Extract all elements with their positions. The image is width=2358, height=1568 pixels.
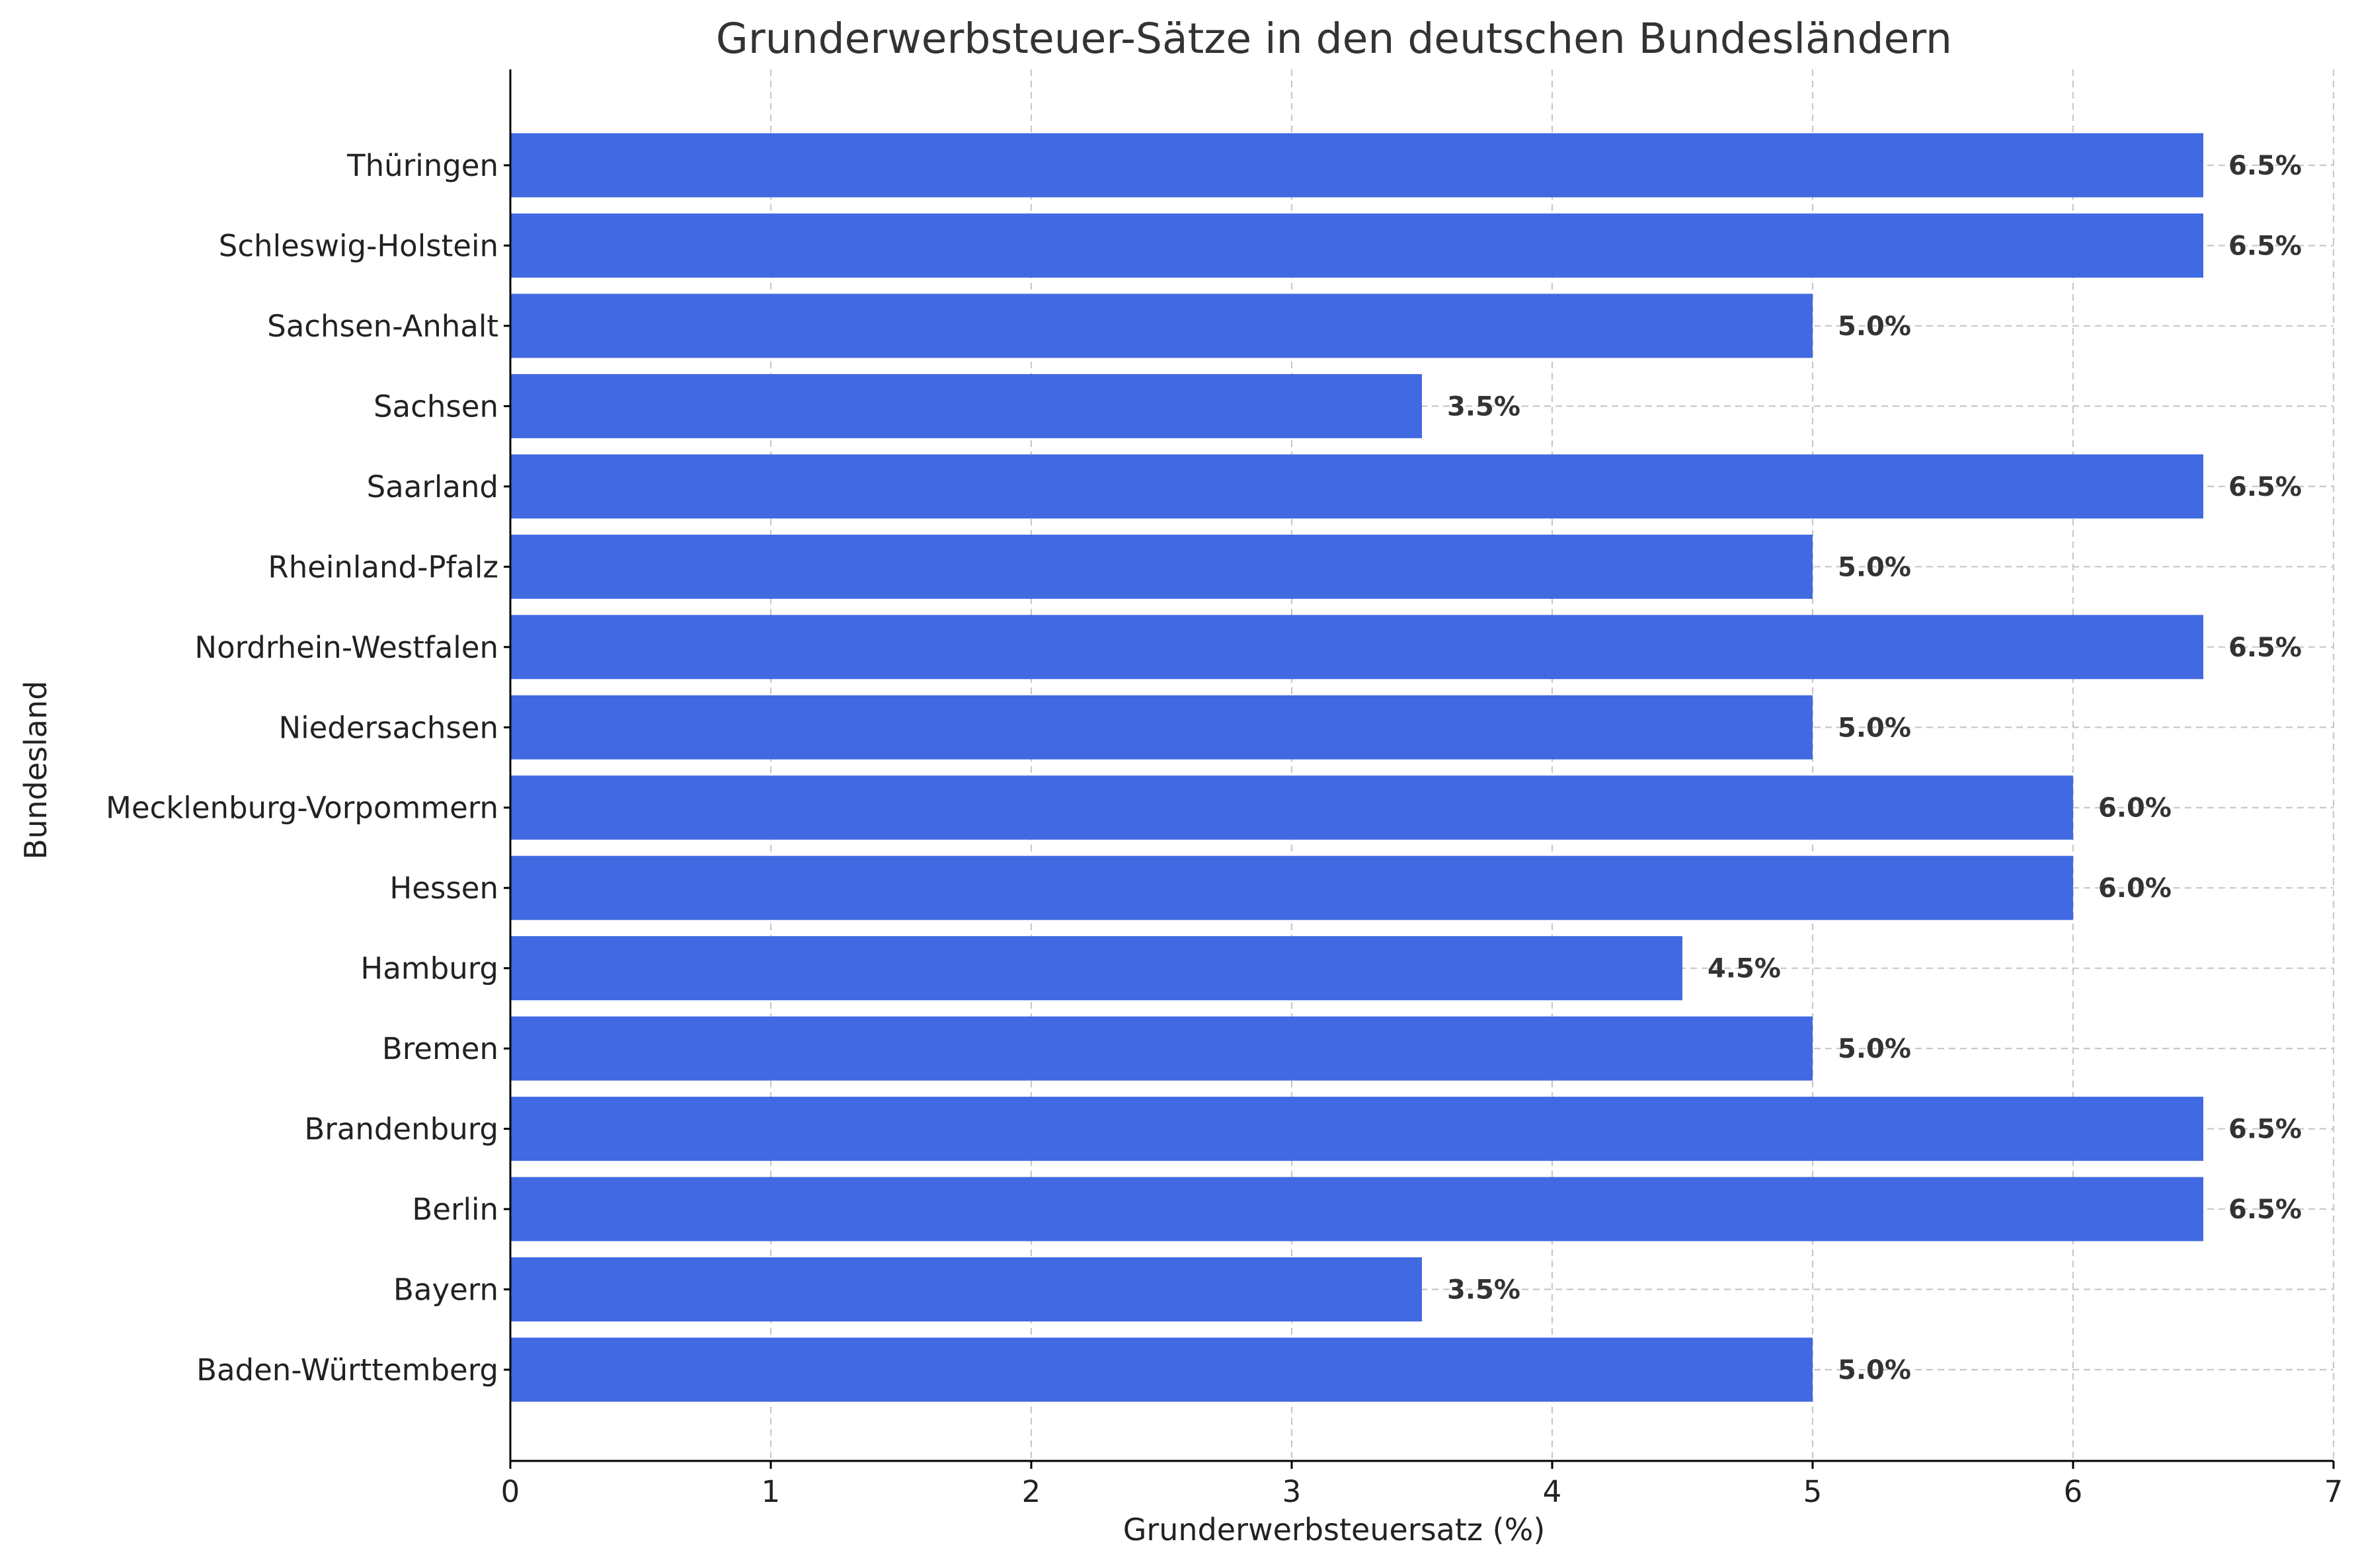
category-label: Thüringen	[346, 148, 498, 183]
bar	[510, 213, 2203, 278]
data-label: 6.5%	[2228, 633, 2302, 663]
data-label: 6.5%	[2228, 151, 2302, 181]
category-label: Sachsen-Anhalt	[267, 309, 498, 344]
bar	[510, 373, 1422, 438]
bar	[510, 1337, 1813, 1402]
category-label: Nordrhein-Westfalen	[194, 630, 498, 665]
category-label: Rheinland-Pfalz	[268, 549, 498, 584]
category-label: Schleswig-Holstein	[219, 228, 498, 263]
x-tick-label: 3	[1282, 1474, 1302, 1509]
bar	[510, 294, 1813, 358]
bar	[510, 133, 2203, 198]
data-labels: 5.0% 3.5% 6.5% 6.5% 5.0% 4.5% 6.0% 6.0% 5.0% 6.5%…	[1447, 151, 2302, 1386]
data-label: 5.0%	[1838, 552, 1911, 582]
x-tick-label: 7	[2324, 1474, 2343, 1509]
category-label: Bremen	[382, 1031, 498, 1066]
category-label: Baden-Württemberg	[196, 1352, 498, 1388]
data-label: 6.5%	[2228, 231, 2302, 261]
data-label: 6.5%	[2228, 1115, 2302, 1145]
bar	[510, 1097, 2203, 1161]
data-label: 6.0%	[2098, 873, 2172, 904]
category-label: Mecklenburg-Vorpommern	[106, 791, 498, 826]
x-tick-label: 5	[1803, 1474, 1823, 1509]
category-label: Berlin	[412, 1192, 498, 1227]
bar	[510, 775, 2073, 840]
bar	[510, 855, 2073, 920]
category-label: Brandenburg	[304, 1112, 498, 1147]
bar	[510, 1257, 1422, 1322]
x-tick-label: 0	[501, 1474, 520, 1509]
category-label: Niedersachsen	[278, 710, 498, 745]
y-axis-label: Bundesland	[18, 681, 54, 860]
grid-lines	[504, 69, 2335, 1461]
x-tick-label: 4	[1543, 1474, 1562, 1509]
data-label: 5.0%	[1838, 713, 1911, 743]
category-label: Bayern	[393, 1273, 498, 1308]
bar	[510, 936, 1682, 1001]
category-labels: Baden-Württemberg Bayern Berlin Brandenburg…	[106, 148, 498, 1388]
category-label: Sachsen	[373, 389, 498, 424]
bar	[510, 534, 1813, 599]
data-label: 6.0%	[2098, 793, 2172, 824]
bar	[510, 1016, 1813, 1081]
x-axis-label: Grunderwerbsteuersatz (%)	[1123, 1512, 1546, 1548]
chart-title: Grunderwerbsteuer-Sätze in den deutschen…	[716, 15, 1952, 63]
bar	[510, 615, 2203, 680]
data-label: 4.5%	[1708, 954, 1781, 984]
x-tick-labels: 0 1 2 3 4 5 6 7	[501, 1461, 2343, 1509]
data-label: 6.5%	[2228, 472, 2302, 502]
data-label: 5.0%	[1838, 311, 1911, 342]
x-tick-label: 1	[762, 1474, 781, 1509]
axes	[509, 69, 2334, 1462]
category-label: Hessen	[389, 871, 498, 906]
data-label: 5.0%	[1838, 1355, 1911, 1386]
bar	[510, 695, 1813, 760]
bars	[510, 133, 2203, 1402]
x-tick-label: 2	[1022, 1474, 1041, 1509]
bar	[510, 1177, 2203, 1241]
data-label: 3.5%	[1447, 391, 1520, 422]
bar	[510, 454, 2203, 519]
data-label: 3.5%	[1447, 1275, 1520, 1306]
x-tick-label: 6	[2064, 1474, 2083, 1509]
category-label: Saarland	[367, 469, 498, 504]
data-label: 5.0%	[1838, 1034, 1911, 1064]
data-label: 6.5%	[2228, 1195, 2302, 1225]
category-label: Hamburg	[360, 951, 498, 986]
